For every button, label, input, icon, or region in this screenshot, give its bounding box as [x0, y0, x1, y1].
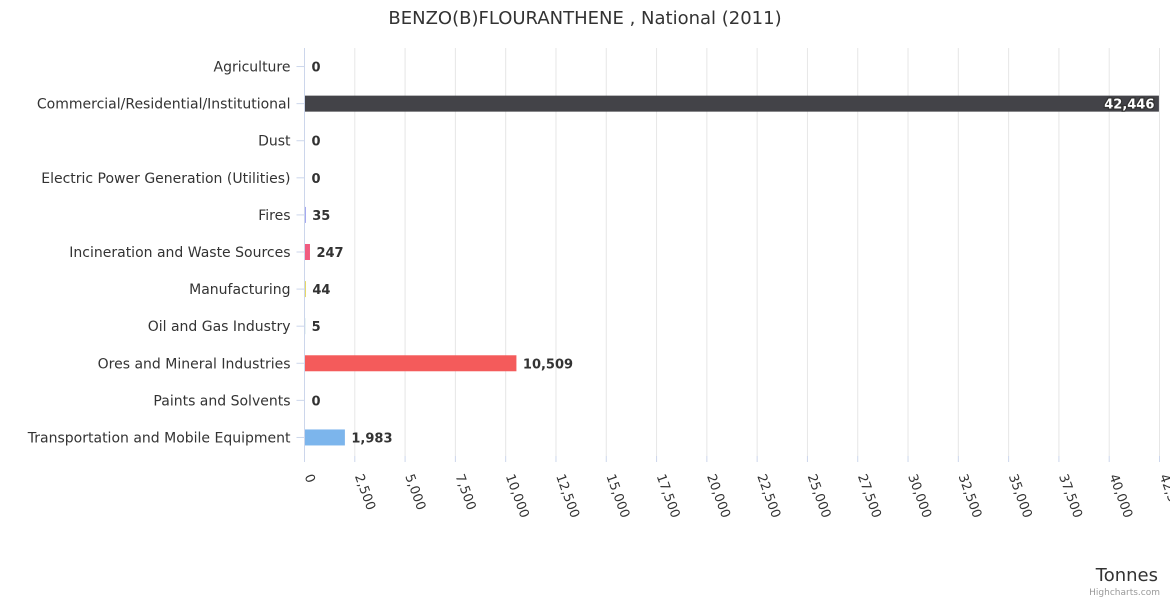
- x-axis-title: Tonnes: [1095, 565, 1158, 586]
- data-label: 35: [312, 209, 330, 224]
- data-label: 0: [312, 172, 321, 187]
- x-tick-label: 10,000: [502, 472, 532, 520]
- bars: [305, 95, 1159, 446]
- credit-link[interactable]: Highcharts.com: [1089, 588, 1160, 598]
- x-tick-label: 5,000: [401, 472, 428, 512]
- data-label: 0: [312, 135, 321, 150]
- x-tick-label: 7,500: [452, 472, 479, 512]
- data-label: 44: [312, 283, 330, 298]
- x-tick-label: 32,500: [955, 472, 985, 520]
- x-tick-label: 42,500: [1156, 472, 1170, 520]
- x-tick-label: 22,500: [753, 472, 783, 520]
- category-label: Transportation and Mobile Equipment: [27, 430, 291, 446]
- category-label: Manufacturing: [189, 282, 290, 298]
- category-label: Oil and Gas Industry: [148, 319, 291, 335]
- x-tick-label: 0: [301, 472, 318, 485]
- category-label: Paints and Solvents: [153, 393, 290, 409]
- gridlines: [354, 48, 1160, 456]
- data-label: 1,983: [351, 431, 392, 446]
- x-tick-label: 35,000: [1005, 472, 1035, 520]
- data-label: 42,446: [1104, 98, 1154, 113]
- data-label: 0: [312, 394, 321, 409]
- x-tick-label: 2,500: [351, 472, 378, 512]
- x-tick-label: 30,000: [904, 472, 934, 520]
- data-label: 10,509: [523, 357, 573, 372]
- data-label: 0: [312, 61, 321, 76]
- bar[interactable]: [305, 355, 517, 372]
- data-label: 247: [316, 246, 343, 261]
- bar[interactable]: [305, 281, 306, 298]
- x-tick-label: 27,500: [854, 472, 884, 520]
- x-tick-label: 25,000: [804, 472, 834, 520]
- x-tick-label: 15,000: [603, 472, 633, 520]
- x-tick-label: 40,000: [1105, 472, 1135, 520]
- x-tick-label: 37,500: [1055, 472, 1085, 520]
- bar[interactable]: [305, 206, 306, 223]
- category-label: Agriculture: [214, 60, 291, 76]
- category-label: Incineration and Waste Sources: [69, 245, 290, 261]
- data-labels: 0 42,446 0 0 35 247 44 5 10,509 0 1,983: [312, 61, 1156, 447]
- bar[interactable]: [305, 95, 1159, 112]
- x-tick-label: 12,500: [552, 472, 582, 520]
- category-label: Fires: [258, 208, 290, 224]
- category-label: Ores and Mineral Industries: [98, 356, 291, 372]
- x-tick-label: 17,500: [653, 472, 683, 520]
- data-label: 5: [312, 320, 321, 335]
- category-label: Commercial/Residential/Institutional: [37, 97, 291, 113]
- bar[interactable]: [305, 244, 310, 260]
- bar[interactable]: [305, 429, 345, 446]
- category-label: Dust: [258, 134, 291, 150]
- x-axis-ticks: 0 2,500 5,000 7,500 10,000 12,500 15,000 17,500…: [301, 456, 1170, 520]
- chart-title: BENZO(B)FLOURANTHENE , National (2011): [388, 8, 781, 29]
- x-tick-label: 20,000: [703, 472, 733, 520]
- category-label: Electric Power Generation (Utilities): [41, 171, 290, 187]
- category-labels: Agriculture Commercial/Residential/Instit…: [27, 60, 305, 446]
